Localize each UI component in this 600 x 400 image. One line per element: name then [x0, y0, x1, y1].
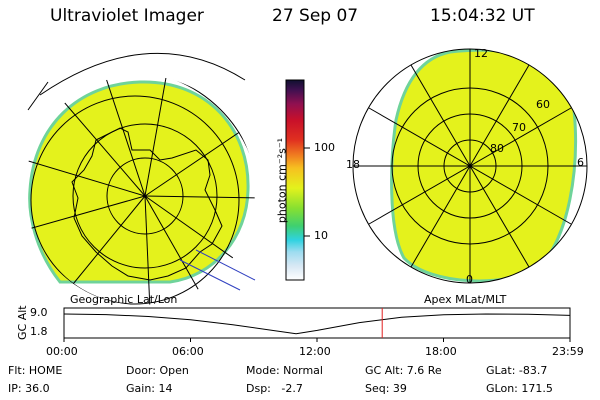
info-gc-alt: GC Alt: 7.6 Re — [365, 364, 442, 377]
apex-grid — [352, 48, 588, 284]
timeline-ytick-1.8: 1.8 — [30, 325, 48, 338]
time-tick-2359: 23:59 — [552, 345, 584, 358]
geographic-panel — [25, 52, 256, 305]
time-label: 15:04:32 UT — [430, 6, 535, 26]
mlt-label-18: 18 — [346, 158, 360, 171]
mlat-label-80: 80 — [490, 142, 504, 155]
time-tick-1200: 12:00 — [299, 345, 331, 358]
geographic-caption: Geographic Lat/Lon — [70, 293, 178, 306]
time-tick-0000: 00:00 — [46, 345, 78, 358]
instrument-title: Ultraviolet Imager — [50, 6, 204, 26]
timeline-ytick-9: 9.0 — [30, 306, 48, 319]
antarctica-coastline — [71, 127, 223, 281]
info-door: Door: Open — [126, 364, 189, 377]
info-glat: GLat: -83.7 — [486, 364, 548, 377]
date-label: 27 Sep 07 — [272, 6, 359, 26]
apex-caption: Apex MLat/MLT — [424, 293, 507, 306]
mlat-label-60: 60 — [536, 98, 550, 111]
mlt-label-12: 12 — [474, 47, 488, 60]
colorbar — [285, 79, 305, 281]
mlat-label-70: 70 — [512, 121, 526, 134]
info-mode: Mode: Normal — [246, 364, 323, 377]
apex-panel — [352, 48, 588, 284]
mlt-label-0: 0 — [466, 273, 473, 286]
altitude-curve — [63, 313, 571, 335]
info-ip: IP: 36.0 — [8, 382, 50, 395]
timeline-frame — [63, 307, 571, 339]
info-dsp: Dsp: -2.7 — [246, 382, 303, 395]
info-seq: Seq: 39 — [365, 382, 407, 395]
info-gain: Gain: 14 — [126, 382, 173, 395]
mlt-label-6: 6 — [577, 156, 584, 169]
time-tick-0600: 06:00 — [172, 345, 204, 358]
info-glon: GLon: 171.5 — [486, 382, 553, 395]
colorbar-tick-100: 100 — [314, 141, 335, 154]
colorbar-tick-10: 10 — [314, 229, 328, 242]
info-flight: Flt: HOME — [8, 364, 63, 377]
time-tick-1800: 18:00 — [425, 345, 457, 358]
timeline-ylabel: GC Alt — [16, 305, 29, 340]
geo-aurora-image — [28, 80, 250, 284]
